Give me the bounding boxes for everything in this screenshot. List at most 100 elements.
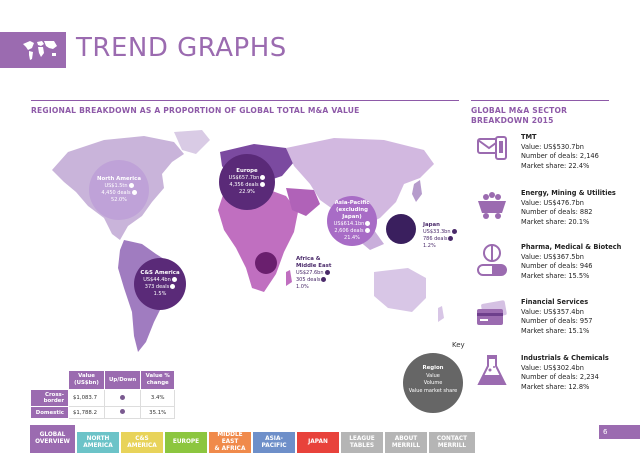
nav-tab-north-america[interactable]: NORTH AMERICA (77, 432, 119, 453)
region-share: 1.5% (153, 291, 167, 297)
region-deals: 305 deals (296, 277, 321, 283)
row-value: $1,083.7 (68, 389, 105, 407)
region-share: 22.9% (239, 189, 255, 195)
key-line-value: Value (426, 372, 440, 379)
region-name-line2: Middle East (296, 263, 332, 269)
sector-share: Market share: 15.1% (521, 326, 590, 335)
bubble-africa-middle-east[interactable] (255, 252, 277, 274)
sector-share: Market share: 15.5% (521, 271, 590, 280)
new-zealand-landmass (438, 306, 444, 322)
region-value: US$1.5tn (104, 183, 128, 189)
nav-tab-middle-east-africa[interactable]: MIDDLE EAST & AFRICA (209, 432, 251, 453)
nav-tab-asia-pacific[interactable]: ASIA- PACIFIC (253, 432, 295, 453)
greenland-landmass (174, 130, 210, 154)
label-africa-middle-east: Africa & Middle East US$27.6bn 305 deals… (296, 256, 331, 291)
row-change: 3.4% (140, 389, 176, 407)
region-name-line1: Africa & (296, 256, 321, 262)
region-name: North America (97, 176, 141, 182)
table-row: Cross-border $1,083.7 3.4% (30, 389, 176, 407)
table-header-value: Value (US$bn) (68, 370, 105, 390)
bubble-japan[interactable] (386, 214, 416, 244)
sector-breakdown-title-line2: BREAKDOWN 2015 (471, 116, 554, 125)
region-deals: 4,450 deals (101, 190, 131, 196)
row-label: Cross-border (30, 389, 69, 407)
sector-share: Market share: 22.4% (521, 161, 590, 170)
region-deals: 373 deals (144, 284, 170, 290)
asia-landmass (286, 138, 434, 226)
region-value: US$27.6bn (296, 270, 324, 276)
region-name-line1: Asia-Pacific (334, 200, 370, 206)
sector-share: Market share: 20.1% (521, 217, 590, 226)
nav-tab-europe[interactable]: EUROPE (165, 432, 207, 453)
row-value: $1,788.2 (68, 406, 105, 419)
regional-rule (31, 100, 459, 101)
sector-value: Value: US$530.7bn (521, 142, 584, 151)
region-share: 21.4% (344, 235, 360, 241)
sector-share: Market share: 12.8% (521, 382, 590, 391)
down-arrow-icon (324, 270, 330, 275)
nav-tab-cs-america[interactable]: C&S AMERICA (121, 432, 163, 453)
region-value: US$614.1bn (333, 221, 365, 227)
region-name: Japan (423, 222, 440, 228)
row-label: Domestic (30, 406, 69, 419)
table-row: Domestic $1,788.2 35.1% (30, 406, 176, 419)
australia-landmass (374, 268, 426, 312)
region-deals: 786 deals (423, 236, 448, 242)
key-title: Region (422, 365, 444, 371)
bubble-europe[interactable]: Europe US$657.7bn 4,356 deals 22.9% (219, 154, 275, 210)
up-arrow-icon (120, 394, 126, 400)
sector-title: TMT (521, 133, 537, 141)
sector-deals: Number of deals: 957 (521, 317, 593, 326)
region-value: US$657.7bn (228, 175, 260, 181)
region-name-line2: (excluding Japan) (336, 207, 368, 220)
up-arrow-icon (128, 183, 134, 188)
madagascar-landmass (286, 270, 292, 286)
world-map-icon (23, 41, 57, 60)
nav-tab-contact-merrill[interactable]: CONTACT MERRILL (429, 432, 475, 453)
africa-landmass (218, 188, 298, 292)
region-share: 1.0% (296, 284, 309, 290)
up-arrow-icon (451, 229, 457, 234)
sector-title: Energy, Mining & Utilities (521, 189, 616, 197)
row-change: 35.1% (140, 406, 176, 419)
up-arrow-icon (259, 182, 265, 187)
page-number: 6 (599, 425, 640, 439)
down-arrow-icon (321, 277, 327, 282)
key-bubble: Region Value Volume Value market share (403, 353, 463, 413)
flask-icon (477, 355, 507, 385)
bubble-north-america[interactable]: North America US$1.5tn 4,450 deals 52.0% (89, 160, 149, 220)
region-value: US$33.3bn (423, 229, 451, 235)
nav-tab-japan[interactable]: JAPAN (297, 432, 339, 453)
sector-rule (471, 100, 609, 101)
up-arrow-icon (131, 190, 137, 195)
mine-cart-icon (478, 192, 506, 219)
region-share: 1.2% (423, 243, 436, 249)
up-arrow-icon (120, 409, 126, 414)
region-name: Europe (236, 168, 258, 174)
bubble-cs-america[interactable]: C&S America US$44.4bn 373 deals 1.5% (134, 258, 186, 310)
key-line-volume: Volume (423, 380, 443, 386)
key-line-share: Value market share (408, 387, 458, 394)
cross-border-domestic-table: Value (US$bn) Up/Down Value % change Cro… (30, 370, 176, 419)
sector-deals: Number of deals: 2,146 (521, 152, 599, 161)
sector-breakdown-title-line1: GLOBAL M&A SECTOR (471, 106, 568, 115)
nav-tab-global-overview[interactable]: GLOBAL OVERVIEW (30, 425, 75, 453)
key-label: Key (452, 341, 465, 349)
sector-value: Value: US$357.4bn (521, 307, 584, 316)
up-arrow-icon (448, 236, 454, 241)
sector-value: Value: US$302.4bn (521, 363, 584, 372)
sector-deals: Number of deals: 2,234 (521, 373, 599, 382)
sector-title: Industrials & Chemicals (521, 354, 609, 362)
header-band (0, 32, 66, 68)
bubble-asia-pacific[interactable]: Asia-Pacific (excluding Japan) US$614.1b… (327, 196, 377, 246)
table-header-updown: Up/Down (103, 370, 142, 390)
region-share: 52.0% (111, 197, 127, 203)
label-japan: Japan US$33.3bn 786 deals 1.2% (423, 222, 457, 250)
nav-tab-league-tables[interactable]: LEAGUE TABLES (341, 432, 383, 453)
pill-icon (477, 244, 507, 276)
down-arrow-icon (171, 277, 177, 282)
mail-phone-icon (477, 136, 507, 160)
sector-deals: Number of deals: 882 (521, 208, 593, 217)
nav-tab-about-merrill[interactable]: ABOUT MERRILL (385, 432, 427, 453)
sector-value: Value: US$367.5bn (521, 252, 584, 261)
